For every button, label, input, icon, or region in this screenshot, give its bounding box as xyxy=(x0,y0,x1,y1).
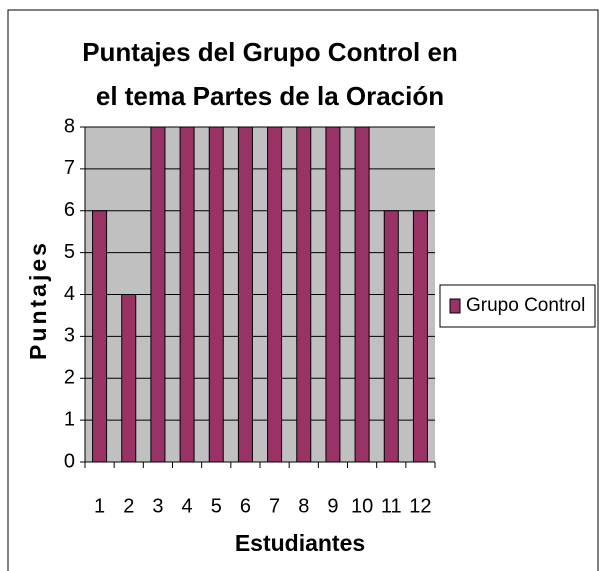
y-tick-label: 3 xyxy=(64,325,75,347)
y-tick-label: 7 xyxy=(64,157,75,179)
x-axis-label: Estudiantes xyxy=(235,530,365,556)
bar xyxy=(150,126,166,463)
bar xyxy=(325,126,341,463)
x-tick-label: 11 xyxy=(381,495,402,517)
y-tick-label: 8 xyxy=(64,115,75,137)
legend-box xyxy=(439,284,596,328)
bar xyxy=(92,210,108,463)
chart-border xyxy=(7,9,599,571)
chart-title: Puntajes del Grupo Control en el tema Pa… xyxy=(82,37,458,111)
bar xyxy=(354,126,370,463)
x-tick-label: 4 xyxy=(182,495,193,517)
bar xyxy=(208,126,224,463)
bar xyxy=(267,126,283,463)
y-tick-label: 6 xyxy=(64,199,75,221)
y-tick-label: 2 xyxy=(64,367,75,389)
x-tick-label: 9 xyxy=(327,495,338,517)
y-tick-label: 4 xyxy=(64,283,75,305)
y-tick-label: 1 xyxy=(64,408,75,430)
x-tick-label: 5 xyxy=(211,495,222,517)
x-tick-label: 12 xyxy=(409,495,431,517)
x-tick-label: 10 xyxy=(351,495,373,517)
y-tick-label: 0 xyxy=(64,450,75,472)
bar xyxy=(179,126,195,463)
y-axis-label: Puntajes xyxy=(25,240,51,360)
bar xyxy=(412,210,428,463)
bar xyxy=(121,294,137,463)
x-tick-label: 3 xyxy=(152,495,163,517)
bar xyxy=(237,126,253,463)
x-tick-label: 2 xyxy=(123,495,134,517)
x-tick-label: 7 xyxy=(269,495,280,517)
y-tick-label: 5 xyxy=(64,241,75,263)
bar xyxy=(383,210,399,463)
x-tick-label: 6 xyxy=(240,495,251,517)
x-tick-label: 8 xyxy=(298,495,309,517)
bar xyxy=(296,126,312,463)
x-tick-label: 1 xyxy=(94,495,105,517)
legend-label: Grupo Control xyxy=(466,295,585,316)
legend-swatch xyxy=(449,298,461,314)
